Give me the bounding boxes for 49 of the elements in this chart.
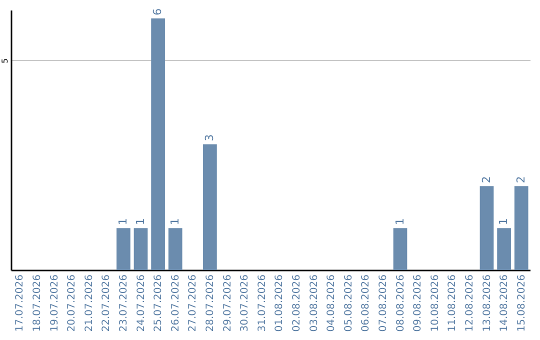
data-label: 3 — [202, 134, 216, 142]
x-tick-label: 22.07.2026 — [101, 274, 112, 332]
x-tick-label: 29.07.2026 — [222, 274, 234, 332]
x-tick-label: 07.08.2026 — [378, 274, 389, 332]
x-tick-label: 31.07.2026 — [256, 274, 268, 332]
data-label: 1 — [116, 218, 130, 226]
data-label: 1 — [497, 218, 510, 226]
data-label: 2 — [514, 176, 528, 184]
x-tick-label: 21.07.2026 — [84, 274, 95, 332]
x-tick-label: 06.08.2026 — [360, 274, 372, 332]
data-label: 2 — [480, 176, 493, 184]
y-tick-label: 5 — [0, 58, 10, 64]
x-tick-label: 01.08.2026 — [274, 274, 286, 332]
x-tick-label: 20.07.2026 — [66, 274, 78, 332]
x-tick-label: 02.08.2026 — [291, 274, 302, 332]
bar — [514, 186, 528, 270]
bar — [497, 228, 511, 270]
x-tick-label: 23.07.2026 — [118, 274, 130, 332]
bar — [116, 228, 130, 270]
x-tick-label: 13.08.2026 — [482, 274, 493, 332]
x-tick-label: 09.08.2026 — [412, 274, 424, 332]
bar — [203, 144, 217, 270]
x-tick-label: 17.07.2026 — [14, 274, 26, 332]
x-tick-label: 25.07.2026 — [153, 274, 164, 332]
x-tick-label: 03.08.2026 — [308, 274, 320, 332]
bar — [480, 186, 494, 270]
data-label: 1 — [134, 218, 147, 226]
data-label: 6 — [151, 8, 164, 16]
x-tick-label: 18.07.2026 — [32, 274, 43, 332]
x-tick-label: 08.08.2026 — [395, 274, 406, 332]
x-tick-label: 14.08.2026 — [499, 274, 510, 332]
x-tick-label: 26.07.2026 — [170, 274, 182, 332]
x-tick-label: 04.08.2026 — [326, 274, 338, 332]
x-tick-label: 19.07.2026 — [49, 274, 60, 332]
x-tick-label: 10.08.2026 — [430, 274, 441, 332]
x-tick-label: 15.08.2026 — [516, 274, 528, 332]
data-label: 1 — [168, 218, 182, 226]
bar — [151, 18, 165, 270]
bar — [393, 228, 408, 270]
bar — [134, 228, 148, 270]
x-tick-label: 24.07.2026 — [136, 274, 147, 332]
bar — [168, 228, 182, 270]
x-tick-label: 30.07.2026 — [240, 274, 251, 332]
x-tick-label: 28.07.2026 — [204, 274, 216, 332]
data-label: 1 — [393, 218, 406, 226]
x-tick-label: 11.08.2026 — [447, 274, 458, 332]
x-tick-label: 27.07.2026 — [188, 274, 199, 332]
x-tick-label: 05.08.2026 — [343, 274, 354, 332]
x-tick-label: 12.08.2026 — [464, 274, 476, 332]
